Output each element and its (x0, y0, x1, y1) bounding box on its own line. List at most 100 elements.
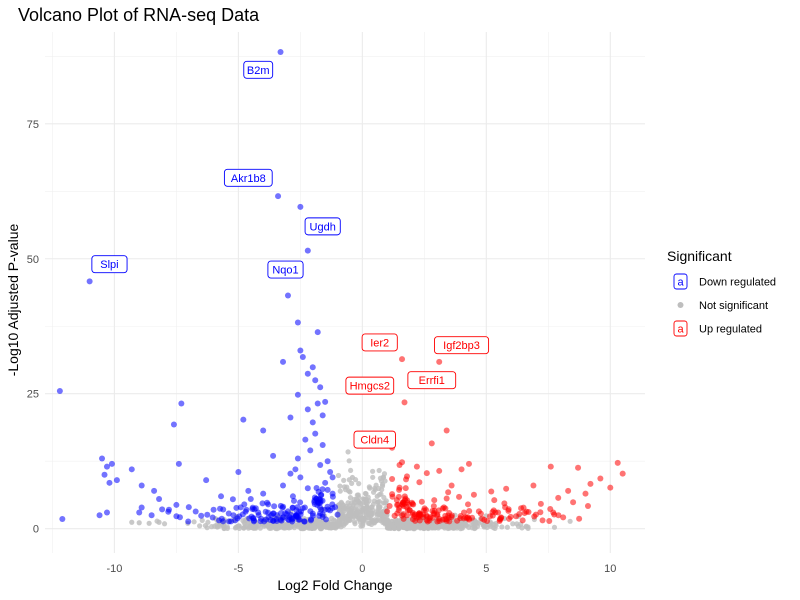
point-down-regulated (314, 329, 321, 336)
gene-label-slpi: Slpi (91, 255, 128, 274)
point-not-significant (129, 519, 135, 525)
point-up-regulated (582, 490, 589, 497)
point-down-regulated (280, 358, 287, 365)
point-down-regulated (309, 419, 316, 426)
point-down-regulated (278, 517, 285, 524)
point-not-significant (379, 487, 385, 493)
point-not-significant (417, 525, 423, 531)
point-not-significant (329, 515, 335, 522)
point-not-significant (363, 500, 369, 506)
legend-key-box (673, 273, 688, 290)
point-down-regulated (103, 463, 110, 470)
point-up-regulated (484, 517, 491, 524)
point-not-significant (348, 467, 354, 474)
point-not-significant (352, 521, 358, 527)
legend-key-box (673, 320, 688, 337)
point-not-significant (232, 525, 239, 531)
point-not-significant (349, 480, 355, 486)
point-down-regulated (290, 497, 297, 504)
point-not-significant (499, 524, 505, 530)
point-not-significant (514, 521, 520, 527)
point-down-regulated (297, 347, 304, 354)
point-up-regulated (436, 467, 443, 474)
point-not-significant (425, 525, 431, 531)
point-not-significant (370, 468, 376, 474)
point-up-regulated (399, 356, 406, 363)
point-up-regulated (576, 515, 583, 522)
plot-grid (45, 32, 645, 553)
point-not-significant (525, 525, 531, 531)
point-not-significant (361, 515, 367, 521)
point-down-regulated (319, 486, 326, 493)
point-not-significant (402, 525, 409, 531)
point-up-regulated (466, 507, 473, 514)
point-up-regulated (423, 470, 430, 477)
point-up-regulated (402, 495, 409, 502)
point-up-regulated (479, 515, 486, 522)
point-down-regulated (307, 447, 314, 454)
point-up-regulated (454, 517, 461, 524)
point-not-significant (351, 499, 357, 506)
point-not-significant (396, 525, 402, 532)
point-not-significant (268, 522, 274, 528)
point-up-regulated (416, 479, 423, 486)
chart-title: Volcano Plot of RNA-seq Data (18, 5, 260, 25)
point-up-regulated (488, 488, 495, 495)
gene-label-akr1b8: Akr1b8 (223, 168, 273, 187)
point-up-regulated (445, 489, 452, 496)
point-not-significant (346, 458, 352, 464)
point-down-regulated (248, 513, 255, 520)
point-down-regulated (113, 477, 120, 484)
point-not-significant (329, 524, 335, 530)
point-up-regulated (507, 513, 514, 520)
point-up-regulated (539, 517, 546, 524)
axis-ticks: -10 -5 0 5 10 0 25 50 75 (27, 119, 617, 575)
point-up-regulated (465, 460, 472, 467)
point-down-regulated (198, 512, 205, 519)
point-up-regulated (458, 466, 465, 473)
point-not-significant (209, 524, 215, 530)
point-not-significant (356, 481, 362, 487)
point-not-significant (347, 489, 353, 495)
point-down-regulated (185, 504, 192, 511)
point-not-significant (377, 504, 383, 510)
point-down-regulated (250, 518, 257, 525)
point-up-regulated (597, 475, 604, 482)
point-up-regulated (565, 487, 572, 494)
gene-label-box (434, 336, 490, 355)
point-up-regulated (614, 459, 621, 466)
point-not-significant (380, 474, 387, 480)
point-up-regulated (384, 508, 391, 515)
point-down-regulated (317, 384, 324, 391)
point-down-regulated (297, 203, 304, 210)
gene-label-box (91, 255, 128, 274)
point-not-significant (370, 474, 376, 480)
point-not-significant (510, 521, 516, 527)
point-up-regulated (395, 507, 402, 514)
point-up-regulated (389, 476, 396, 483)
point-not-significant (567, 518, 573, 524)
y-tick-label: 50 (27, 254, 39, 266)
point-down-regulated (275, 193, 282, 200)
point-not-significant (146, 520, 152, 526)
point-down-regulated (316, 512, 323, 519)
point-down-regulated (279, 504, 286, 511)
point-up-regulated (443, 495, 450, 502)
legend-label: Up regulated (699, 324, 762, 336)
point-not-significant (275, 525, 281, 531)
x-axis-title: Log2 Fold Change (277, 577, 392, 593)
point-up-regulated (402, 485, 409, 492)
point-up-regulated (607, 484, 614, 491)
point-down-regulated (329, 493, 336, 500)
point-down-regulated (312, 377, 319, 384)
point-up-regulated (423, 506, 430, 513)
point-down-regulated (245, 487, 252, 494)
y-tick-label: 25 (27, 389, 39, 401)
point-not-significant (205, 519, 211, 525)
point-down-regulated (304, 247, 311, 254)
gene-label-ugdh: Ugdh (304, 217, 341, 236)
gene-label-text: Nqo1 (272, 265, 298, 277)
point-down-regulated (185, 518, 192, 525)
point-up-regulated (393, 497, 400, 504)
point-down-regulated (299, 354, 306, 361)
